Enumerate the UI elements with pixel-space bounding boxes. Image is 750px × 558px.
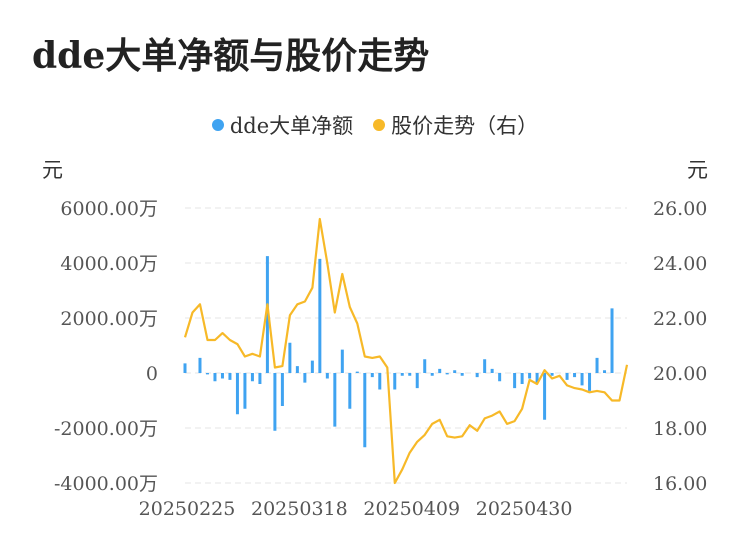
bar <box>460 373 464 376</box>
bar <box>198 357 202 373</box>
bar <box>595 357 599 373</box>
right-tick-label: 26.00 <box>653 198 707 220</box>
bar <box>265 256 269 373</box>
right-axis-unit: 元 <box>687 158 708 182</box>
bar <box>550 373 554 376</box>
bar <box>423 359 427 373</box>
bar <box>520 373 524 384</box>
bar <box>588 373 592 391</box>
bar <box>288 342 292 373</box>
right-tick-label: 20.00 <box>653 363 707 385</box>
price-line <box>183 217 629 485</box>
bar <box>250 373 254 382</box>
legend-dot-dde <box>211 119 224 131</box>
bar <box>475 373 479 378</box>
bar <box>378 373 382 390</box>
bar <box>340 349 344 373</box>
bar <box>408 373 412 376</box>
bar <box>213 373 217 382</box>
bar <box>280 373 284 406</box>
x-axis-ticks: 20250225 20250318 20250409 20250430 <box>139 498 573 520</box>
bar <box>273 373 277 431</box>
bar <box>310 360 314 373</box>
left-tick-label: -2000.00万 <box>54 418 158 440</box>
bar <box>235 373 239 415</box>
right-tick-label: 18.00 <box>653 418 707 440</box>
left-tick-label: 4000.00万 <box>60 253 158 275</box>
chart-title: dde大单净额与股价走势 <box>32 35 430 77</box>
left-tick-label: 0 <box>146 363 158 385</box>
bar <box>303 373 307 383</box>
legend: dde大单净额 股价走势（右） <box>0 108 750 142</box>
right-tick-label: 24.00 <box>653 253 707 275</box>
bar <box>603 370 607 373</box>
left-tick-label: 2000.00万 <box>60 308 158 330</box>
left-axis-ticks: 6000.00万 4000.00万 2000.00万 0 -2000.00万 -4000.… <box>54 198 158 495</box>
left-tick-label: -4000.00万 <box>54 473 158 495</box>
legend-item-dde[interactable]: dde大单净额 <box>211 110 354 140</box>
left-tick-label: 6000.00万 <box>60 198 158 220</box>
bar <box>415 373 419 389</box>
bar <box>430 373 434 376</box>
bar <box>513 373 517 389</box>
bar <box>220 373 224 379</box>
bar <box>363 373 367 448</box>
legend-item-price[interactable]: 股价走势（右） <box>373 110 538 140</box>
right-axis-ticks: 26.00 24.00 22.00 20.00 18.00 16.00 <box>653 198 707 495</box>
bar <box>453 370 457 373</box>
bar <box>183 363 187 373</box>
bar <box>483 359 487 373</box>
x-tick-label: 20250430 <box>476 498 573 520</box>
bar <box>205 373 209 375</box>
bar <box>543 373 547 420</box>
bar <box>325 373 329 379</box>
bar <box>348 373 352 409</box>
line-series <box>183 217 629 485</box>
bar <box>610 308 614 373</box>
x-tick-label: 20250225 <box>139 498 236 520</box>
bar <box>528 373 532 379</box>
bar <box>400 373 404 376</box>
grid-lines <box>185 207 627 484</box>
bar <box>535 373 539 383</box>
bar <box>498 373 502 382</box>
bar <box>318 258 322 373</box>
x-tick-label: 20250318 <box>251 498 348 520</box>
bar <box>243 373 247 409</box>
bar <box>258 373 262 384</box>
legend-label-dde: dde大单净额 <box>229 114 354 138</box>
bar <box>490 368 494 373</box>
right-tick-label: 16.00 <box>653 473 707 495</box>
bar <box>393 373 397 390</box>
bar <box>573 373 577 378</box>
bar <box>370 373 374 378</box>
bar <box>438 368 442 373</box>
bar <box>580 373 584 386</box>
x-tick-label: 20250409 <box>363 498 460 520</box>
left-axis-unit: 元 <box>42 158 63 182</box>
bar <box>355 371 359 373</box>
bar-series <box>183 256 614 448</box>
right-tick-label: 22.00 <box>653 308 707 330</box>
bar <box>295 366 299 373</box>
legend-label-price: 股价走势（右） <box>391 114 539 138</box>
legend-dot-price <box>373 119 386 131</box>
bar <box>565 373 569 380</box>
bar <box>445 373 449 375</box>
bar <box>333 373 337 427</box>
bar <box>228 373 232 380</box>
